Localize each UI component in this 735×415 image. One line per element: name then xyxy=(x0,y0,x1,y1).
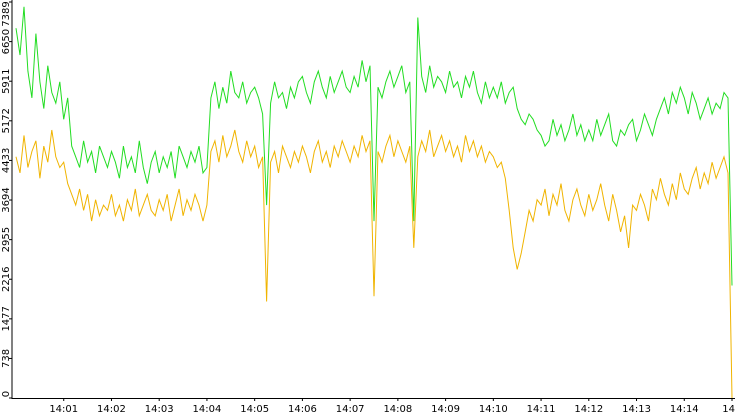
y-tick-label: 2216 xyxy=(1,267,12,292)
x-tick-label: 14:11 xyxy=(527,404,556,415)
x-tick-label: 14:02 xyxy=(97,404,126,415)
y-tick-label: 5911 xyxy=(1,68,12,93)
series-line xyxy=(15,6,733,286)
x-tick-label: 14:13 xyxy=(622,404,651,415)
y-tick-label: 0 xyxy=(1,391,12,397)
x-tick-label: 14:04 xyxy=(193,404,222,415)
y-tick-label: 2955 xyxy=(1,227,12,252)
x-tick-label: 14:08 xyxy=(383,404,412,415)
y-tick-label: 738 xyxy=(1,349,12,368)
x-tick-label: 14:03 xyxy=(145,404,174,415)
y-tick-label: 3694 xyxy=(1,187,12,212)
x-tick-label: 14:12 xyxy=(574,404,603,415)
y-tick-label: 4433 xyxy=(1,148,12,173)
series-line xyxy=(15,129,733,399)
y-tick-label: 1477 xyxy=(1,306,12,331)
x-tick-label: 14:05 xyxy=(240,404,269,415)
y-tick-label: 7389 xyxy=(1,1,12,26)
x-tick-label: 14:01 xyxy=(49,404,78,415)
y-tick-label: 6650 xyxy=(1,29,12,54)
x-tick-label: 14:06 xyxy=(288,404,317,415)
x-tick-label: 14 xyxy=(722,404,735,415)
y-tick-label: 5172 xyxy=(1,108,12,133)
x-tick-label: 14:14 xyxy=(670,404,699,415)
x-tick-label: 14:09 xyxy=(431,404,460,415)
x-tick-label: 14:10 xyxy=(479,404,508,415)
x-tick-label: 14:07 xyxy=(336,404,365,415)
